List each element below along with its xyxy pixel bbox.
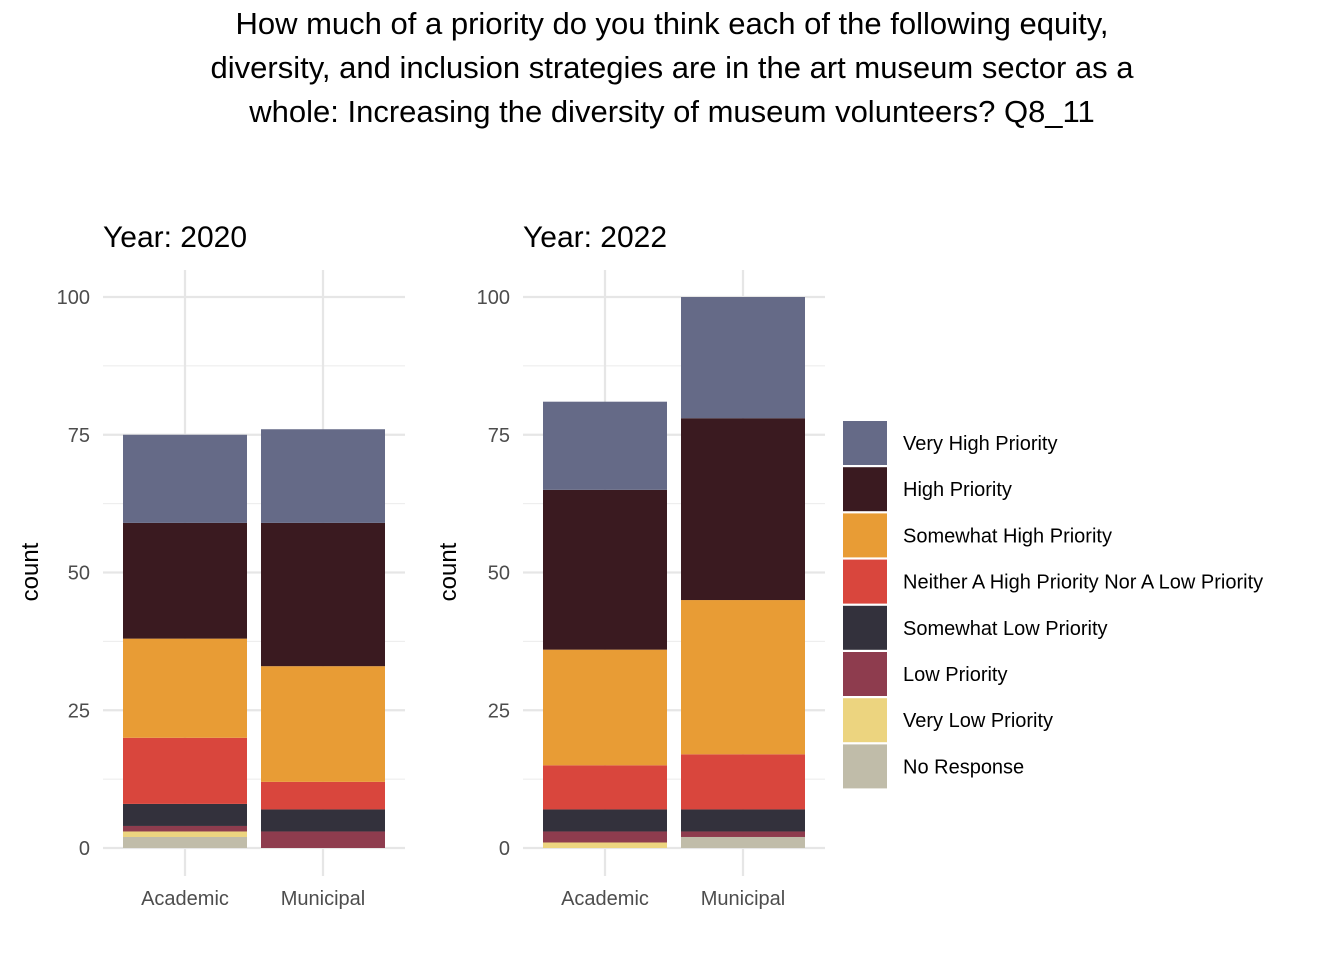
- x-tick-label: Municipal: [281, 888, 365, 910]
- bar-academic-somewhat-high-priority: [543, 649, 667, 766]
- y-axis-label: count: [17, 542, 44, 601]
- bar-academic-somewhat-low-priority: [543, 809, 667, 832]
- bar-municipal-neither-a-high-priority-nor-a-low-priority: [261, 781, 385, 810]
- legend-key-very-high-priority: [843, 421, 887, 465]
- y-tick-label: 0: [499, 838, 510, 860]
- panel-2022: 0 25 50 75 100 Academic Municipal Year: 2022 cou…: [435, 221, 825, 910]
- legend-label: Low Priority: [903, 664, 1007, 686]
- legend-key-very-low-priority: [843, 698, 887, 743]
- y-axis-label: count: [435, 542, 462, 601]
- panel-title: Year: 2022: [523, 221, 667, 254]
- y-tick-label: 25: [488, 700, 510, 722]
- bar-academic-high-priority: [543, 489, 667, 650]
- legend-label: High Priority: [903, 479, 1012, 501]
- y-tick-label: 50: [488, 563, 510, 585]
- y-tick-label: 50: [68, 563, 90, 585]
- legend-key-no-response: [843, 744, 887, 789]
- chart-title-line: diversity, and inclusion strategies are …: [210, 50, 1134, 85]
- bar-academic-very-low-priority: [543, 842, 667, 848]
- bar-academic-no-response: [123, 836, 247, 848]
- x-tick-label: Academic: [561, 888, 649, 910]
- bar-academic-very-high-priority: [123, 434, 247, 523]
- bar-academic-high-priority: [123, 522, 247, 639]
- bar-municipal-somewhat-high-priority: [681, 600, 805, 755]
- legend-label: Neither A High Priority Nor A Low Priori…: [903, 572, 1263, 594]
- legend-label: No Response: [903, 756, 1024, 778]
- bar-municipal-somewhat-low-priority: [261, 809, 385, 832]
- y-tick-label: 25: [68, 700, 90, 722]
- legend: Very High Priority High Priority Somewhat …: [843, 421, 1263, 789]
- bar-academic-somewhat-high-priority: [123, 638, 247, 738]
- y-tick-label: 0: [79, 838, 90, 860]
- legend-label: Very High Priority: [903, 433, 1058, 455]
- bar-municipal-high-priority: [681, 418, 805, 601]
- legend-label: Somewhat Low Priority: [903, 618, 1108, 640]
- y-tick-label: 100: [477, 287, 510, 309]
- legend-key-low-priority: [843, 652, 887, 696]
- bar-academic-somewhat-low-priority: [123, 803, 247, 826]
- bar-academic-very-high-priority: [543, 401, 667, 490]
- panel-2020: 0 25 50 75 100 Academic Municipal Year: 2020 cou…: [17, 221, 405, 910]
- bar-municipal-low-priority: [681, 831, 805, 837]
- x-tick-label: Academic: [141, 888, 229, 910]
- chart-title-line: How much of a priority do you think each…: [235, 6, 1109, 41]
- bar-municipal-low-priority: [261, 831, 385, 848]
- bar-academic-neither-a-high-priority-nor-a-low-priority: [123, 737, 247, 804]
- chart-title: How much of a priority do you think each…: [0, 2, 1344, 134]
- legend-key-high-priority: [843, 467, 887, 512]
- y-tick-label: 100: [57, 287, 90, 309]
- y-tick-label: 75: [488, 425, 510, 447]
- bar-municipal-high-priority: [261, 522, 385, 667]
- panel-title: Year: 2020: [103, 221, 247, 254]
- bar-academic-very-low-priority: [123, 831, 247, 837]
- bar-municipal-somewhat-high-priority: [261, 666, 385, 782]
- bar-municipal-somewhat-low-priority: [681, 809, 805, 832]
- y-tick-label: 75: [68, 425, 90, 447]
- legend-key-neither-a-high-priority-nor-a-low-priority: [843, 559, 887, 604]
- bar-municipal-very-high-priority: [681, 297, 805, 419]
- chart-title-line: whole: Increasing the diversity of museu…: [249, 94, 1095, 129]
- bar-academic-low-priority: [123, 825, 247, 832]
- bar-academic-neither-a-high-priority-nor-a-low-priority: [543, 765, 667, 810]
- legend-key-somewhat-low-priority: [843, 605, 887, 650]
- bar-municipal-very-high-priority: [261, 429, 385, 523]
- bar-academic-low-priority: [543, 831, 667, 843]
- bar-municipal-neither-a-high-priority-nor-a-low-priority: [681, 754, 805, 810]
- legend-key-somewhat-high-priority: [843, 513, 887, 558]
- bar-municipal-no-response: [681, 836, 805, 848]
- x-tick-label: Municipal: [701, 888, 785, 910]
- legend-label: Somewhat High Priority: [903, 525, 1112, 547]
- legend-label: Very Low Priority: [903, 710, 1053, 732]
